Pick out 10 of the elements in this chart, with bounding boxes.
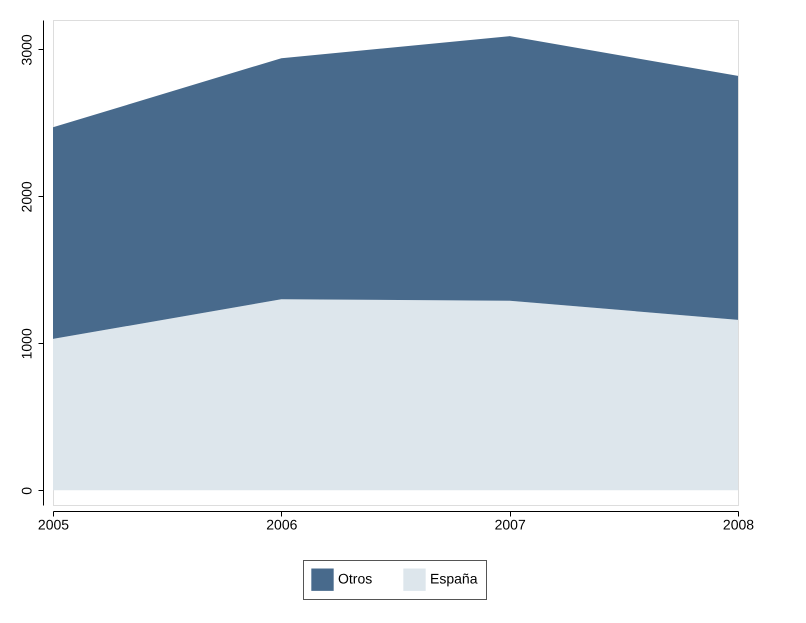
x-tick-label: 2007 [494,516,526,532]
legend-label: España [430,570,478,587]
x-tick-label: 2006 [266,516,298,532]
x-tick-label: 2005 [38,516,70,532]
y-tick-label: 2000 [18,181,34,212]
y-tick-label: 3000 [18,34,34,66]
y-tick-label: 1000 [18,328,34,360]
y-tick-label: 0 [18,486,34,495]
x-tick-label: 2008 [722,516,754,532]
legend-label: Otros [338,570,372,587]
